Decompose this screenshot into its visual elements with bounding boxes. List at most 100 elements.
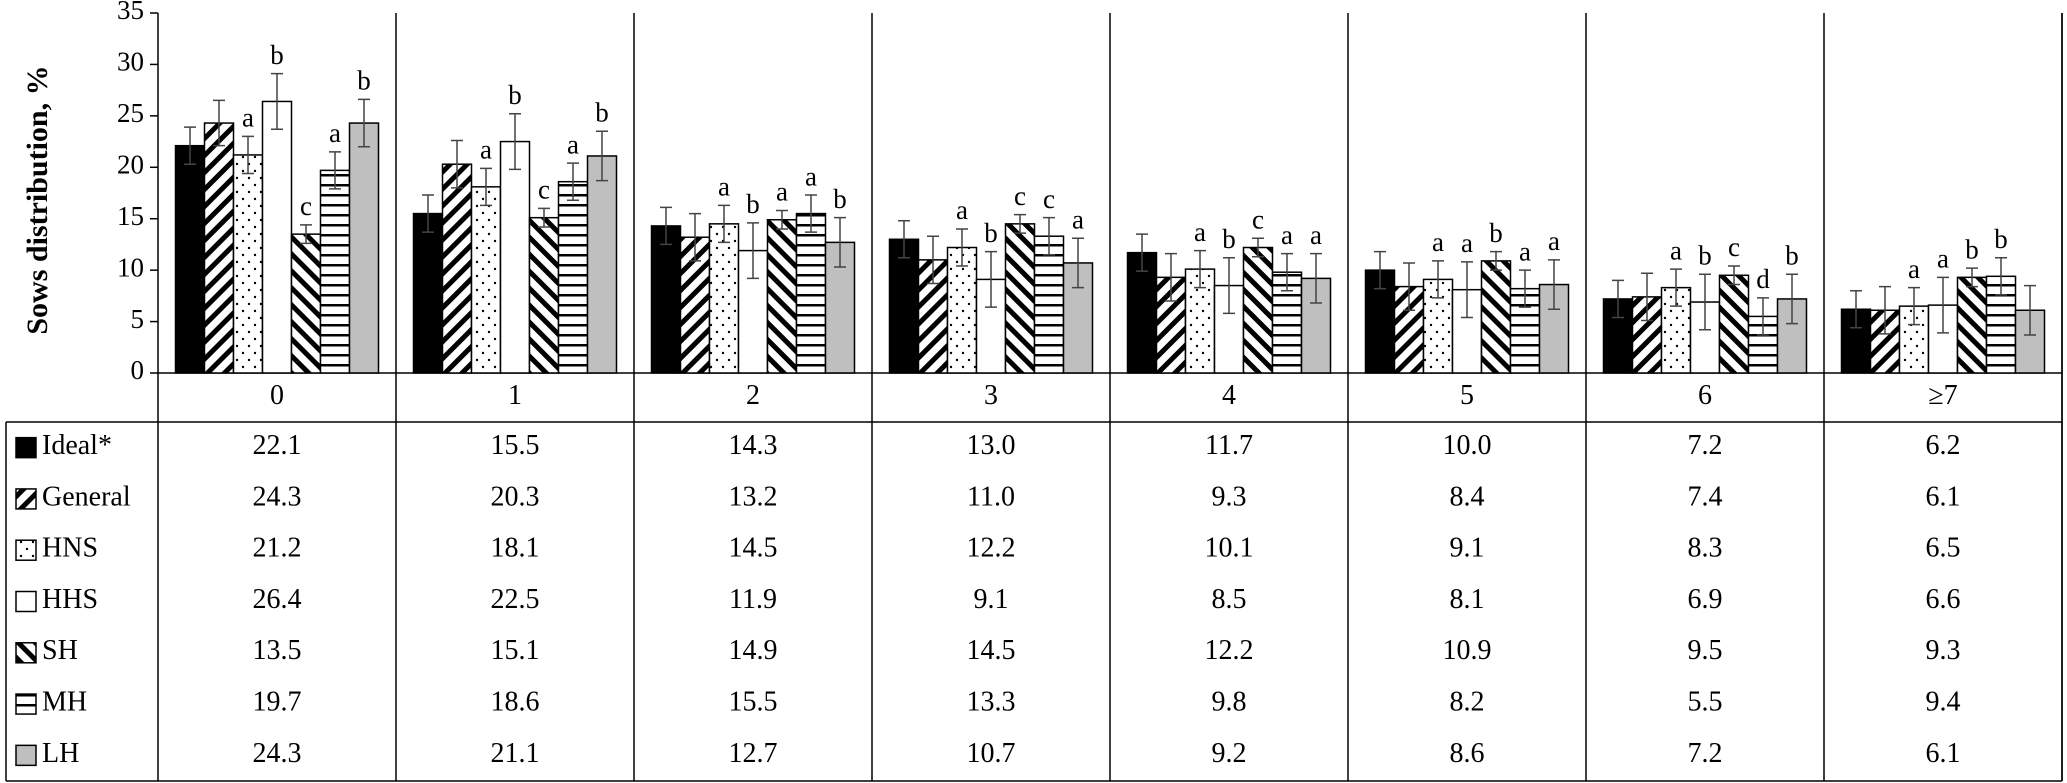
error-bar [1043,216,1055,256]
table-value: 22.5 [491,584,540,615]
significance-letter: b [1222,224,1236,254]
table-value: 19.7 [253,686,302,717]
table-value: 9.3 [1212,481,1247,512]
error-bar [1908,286,1920,326]
error-bar [300,224,312,245]
bar [1840,308,1872,374]
error-bar [834,216,846,268]
error-bar [805,194,817,233]
bar [1033,235,1065,374]
error-bar [1136,233,1148,272]
legend-swatch [15,590,37,613]
error-bar [1699,273,1711,331]
error-bar [1403,262,1415,312]
bar [470,186,502,374]
y-tick-label: 15 [117,201,144,231]
bar [946,246,978,374]
significance-letter: b [357,66,371,96]
table-value: 9.4 [1926,686,1961,717]
significance-letter: c [300,191,312,221]
table-value: 9.1 [1450,533,1485,564]
x-tick-label: 5 [1460,380,1474,411]
significance-letter: c [1014,181,1026,211]
legend-swatch [15,488,37,510]
significance-letter: b [1994,224,2008,254]
legend-swatch [15,642,37,664]
table-value: 11.0 [967,481,1015,512]
legend-label: HHS [42,584,98,615]
table-value: 8.2 [1450,686,1485,717]
significance-letter: a [1461,228,1473,258]
significance-letter: a [805,161,817,191]
significance-letter: a [567,129,579,159]
error-bar [1223,257,1235,315]
significance-letter: c [1043,184,1055,214]
error-bar [567,162,579,201]
error-bar [660,206,672,246]
y-tick-label: 5 [131,304,145,334]
bar [319,169,351,374]
error-bar [1641,272,1653,322]
table-value: 26.4 [253,584,302,615]
table-value: 6.6 [1926,584,1961,615]
legend-label: SH [42,635,78,666]
table-value: 24.3 [253,481,302,512]
legend-swatch [15,744,37,767]
significance-letter: a [1670,235,1682,265]
error-bar [1374,250,1386,290]
y-tick-label: 30 [117,47,144,77]
error-bar [451,139,463,189]
significance-letter: b [1965,234,1979,264]
significance-letter: b [1489,218,1503,248]
legend-label: General [42,481,131,512]
bar [1956,276,1988,374]
y-tick-label: 10 [117,252,144,282]
bar [261,100,293,374]
table-value: 18.1 [491,533,540,564]
error-bar [927,235,939,285]
table-value: 6.9 [1688,584,1723,615]
table-value: 20.3 [491,481,540,512]
error-bar [509,113,521,171]
table-value: 12.7 [729,738,778,769]
error-bar [689,212,701,262]
table-value: 15.5 [491,430,540,461]
table-value: 10.1 [1205,533,1254,564]
y-axis-label: Sows distribution, % [21,65,54,334]
table-value: 14.3 [729,430,778,461]
error-bar [1281,252,1293,292]
y-tick-label: 0 [131,355,145,385]
table-value: 12.2 [1205,635,1254,666]
significance-letter: c [1252,204,1264,234]
error-bar [956,228,968,267]
error-bar [1072,237,1084,289]
significance-letter: a [718,172,730,202]
table-value: 21.1 [491,738,540,769]
significance-letter: a [1519,236,1531,266]
bar [586,155,618,374]
bar [348,122,380,374]
x-tick-label: 1 [508,380,522,411]
table-value: 9.5 [1688,635,1723,666]
error-bar [184,126,196,165]
significance-letter: a [1281,220,1293,250]
significance-letter: a [1310,220,1322,250]
bar [203,122,235,374]
table-value: 24.3 [253,738,302,769]
x-tick-label: 6 [1698,380,1712,411]
significance-letter: c [538,175,550,205]
bar [650,225,682,374]
table-value: 8.3 [1688,533,1723,564]
significance-letter: b [984,218,998,248]
legend-label: HNS [42,533,98,564]
significance-letter: a [1908,254,1920,284]
error-bar [1461,261,1473,319]
error-bar [1432,260,1444,299]
error-bar [213,99,225,147]
table-value: 7.4 [1688,481,1723,512]
table-value: 15.5 [729,686,778,717]
error-bar [1937,276,1949,334]
bar [441,163,473,374]
error-bar [898,220,910,259]
significance-letter: a [242,103,254,133]
